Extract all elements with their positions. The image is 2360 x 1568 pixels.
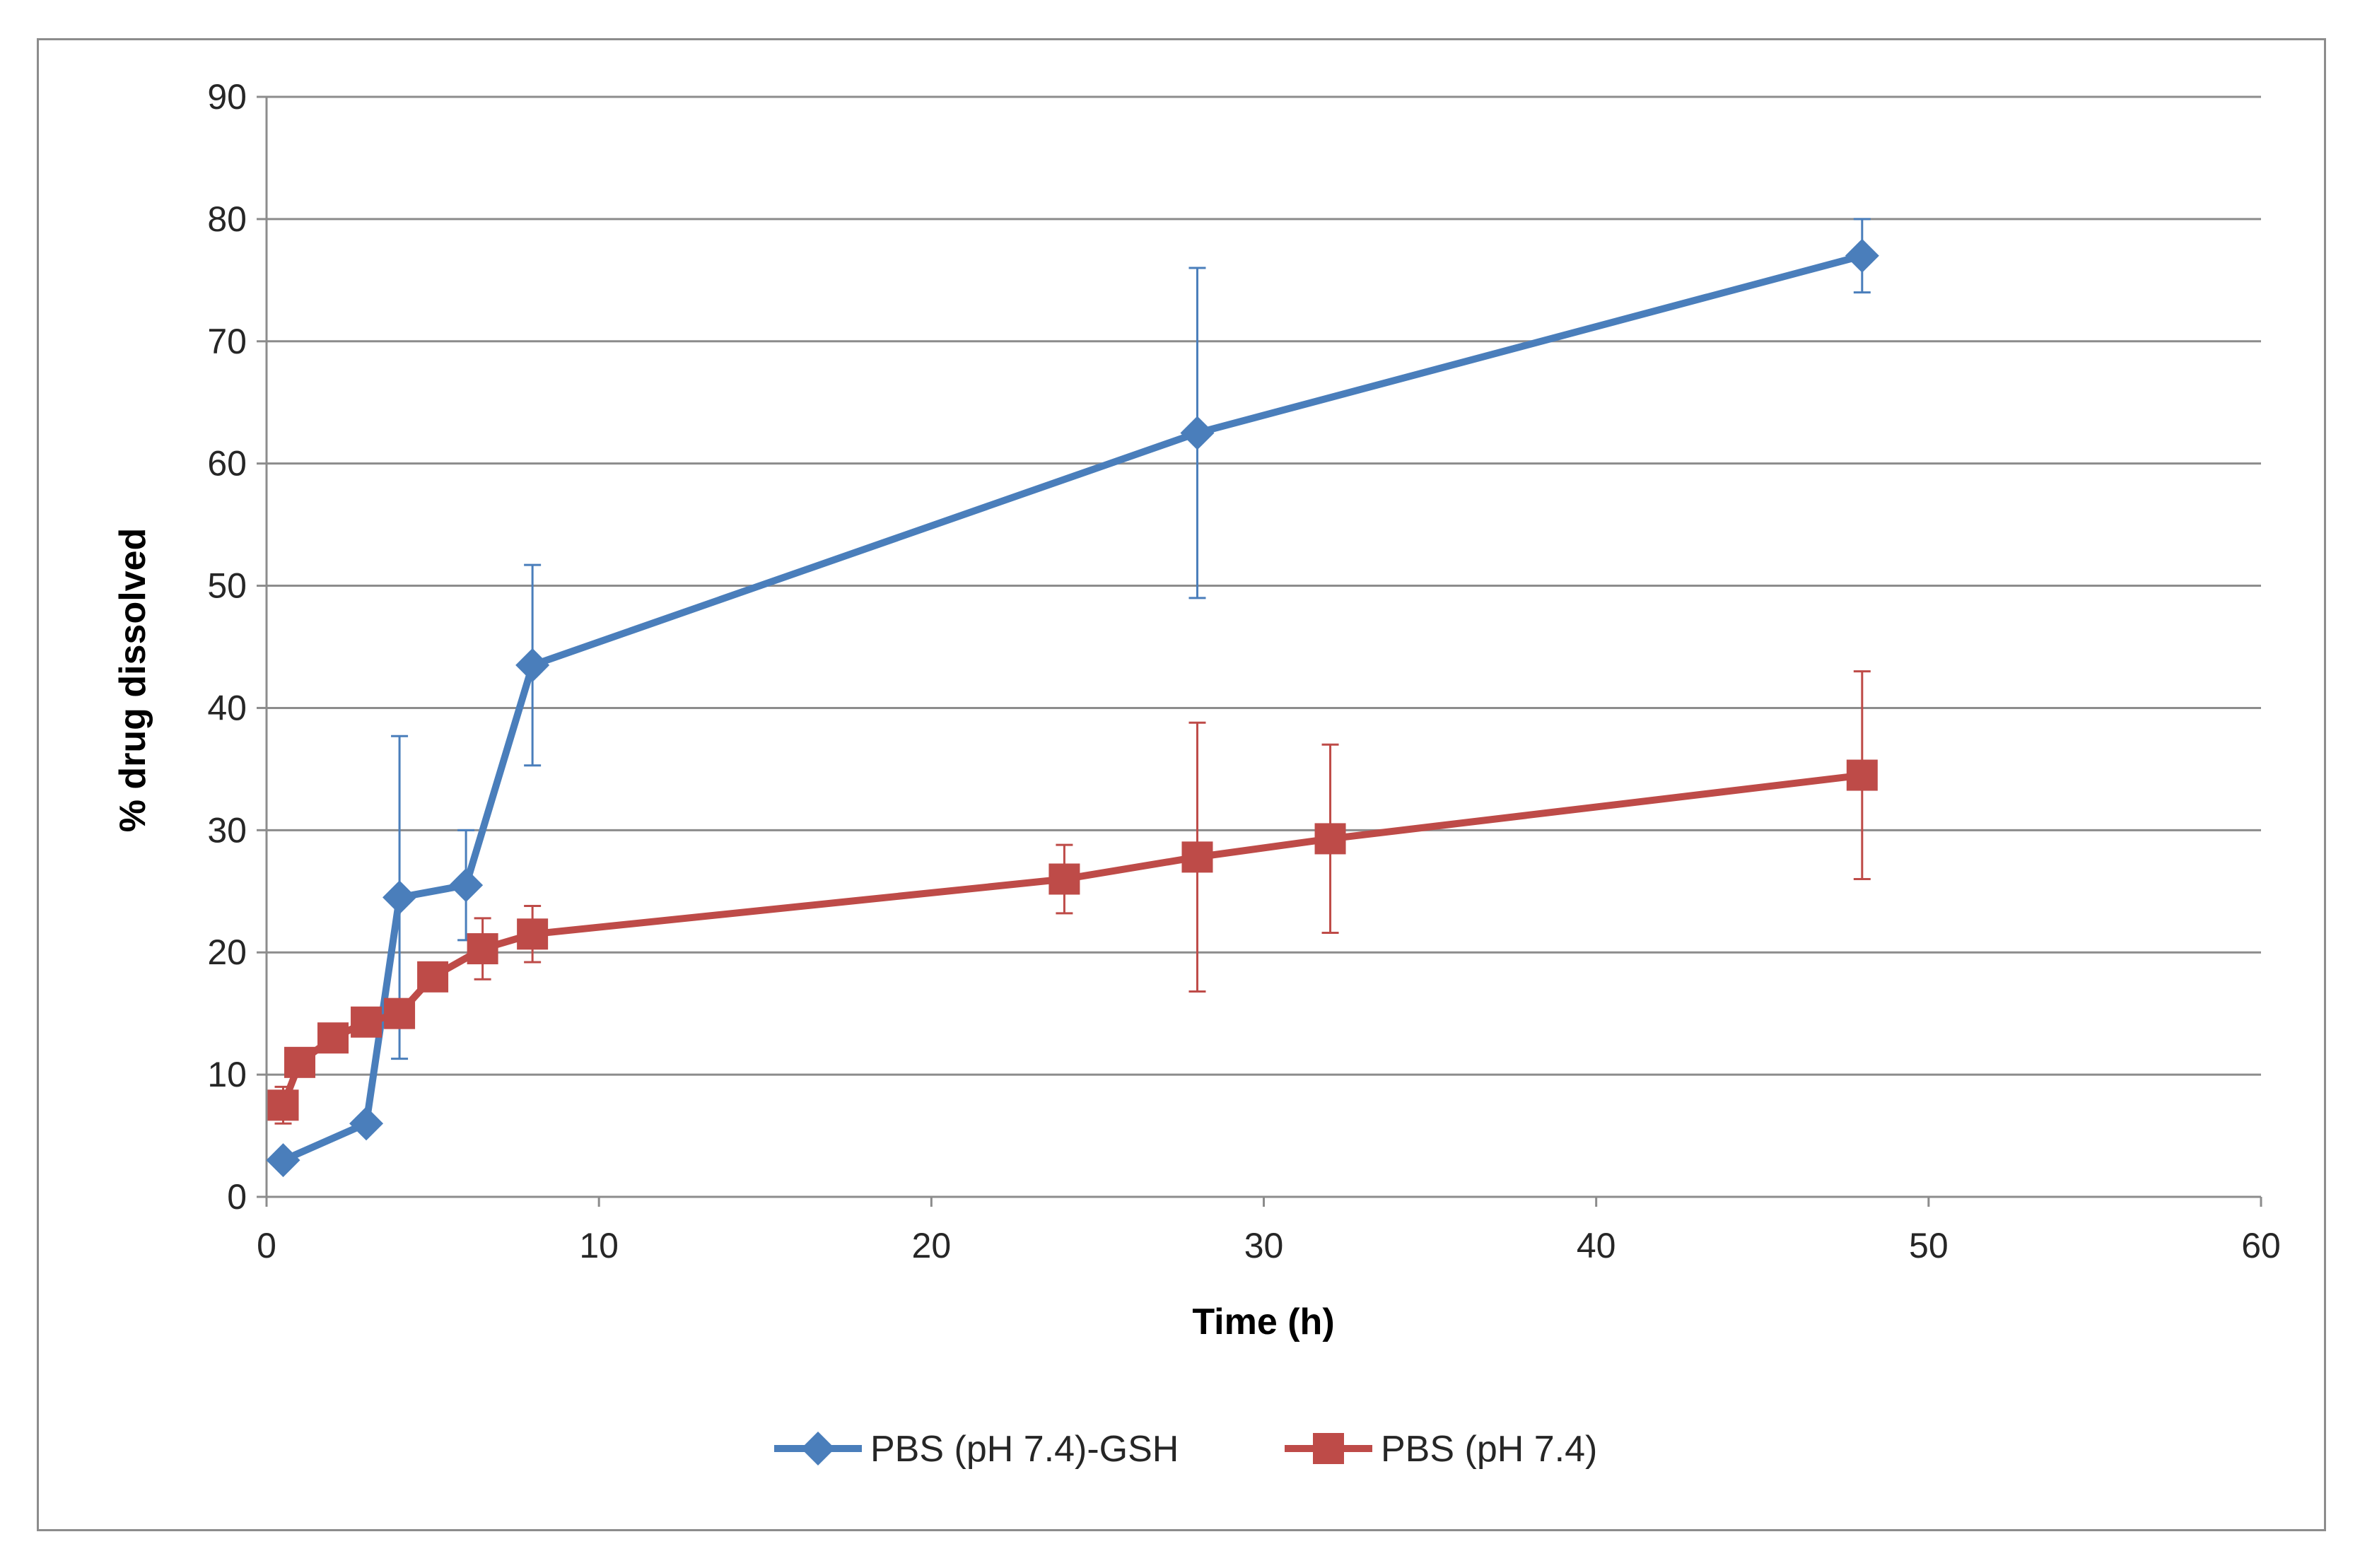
y-tick-label: 60 [207,444,247,484]
y-tick-label: 50 [207,566,247,606]
y-tick-label: 10 [207,1055,247,1094]
x-tick-label: 30 [1244,1226,1284,1265]
data-point [267,1089,299,1121]
data-point [417,961,449,993]
data-point [1048,863,1080,895]
legend-label: PBS (pH 7.4)-GSH [870,1429,1179,1470]
y-tick-label: 40 [207,688,247,727]
data-point [467,933,498,965]
y-tick-label: 80 [207,199,247,239]
y-tick-label: 70 [207,322,247,361]
y-tick-label: 20 [207,932,247,972]
legend-marker [801,1432,835,1465]
data-point [515,648,550,682]
x-tick-label: 0 [257,1226,276,1265]
series-0 [266,218,1879,1178]
series-1 [267,670,1878,1125]
data-point [351,1006,382,1038]
x-tick-label: 60 [2241,1226,2281,1265]
data-point [266,1143,300,1178]
legend-marker [1313,1433,1344,1464]
x-axis-title: Time (h) [1192,1301,1334,1342]
data-point [284,1046,316,1078]
chart-canvas: 0 10 20 30 40 50 60 70 80 90 0 10 20 30 40 50 60 % drug … [112,77,2281,1470]
y-tick-label: 90 [207,77,247,117]
y-tick-label: 30 [207,810,247,850]
data-point [449,868,484,903]
legend-item-0: PBS (pH 7.4)-GSH [774,1429,1179,1470]
x-tick-label: 50 [1909,1226,1949,1265]
x-tick-label: 20 [912,1226,952,1265]
legend-item-1: PBS (pH 7.4) [1285,1429,1597,1470]
x-tick-label: 10 [579,1226,619,1265]
x-tick-label: 40 [1577,1226,1616,1265]
data-point [1845,238,1879,273]
data-point [517,918,549,950]
data-point [1314,823,1346,855]
data-point [382,880,417,915]
legend: PBS (pH 7.4)-GSH PBS (pH 7.4) [774,1429,1597,1470]
chart-area: 0 10 20 30 40 50 60 70 80 90 0 10 20 30 40 50 60 % drug … [37,38,2326,1531]
data-point [1846,759,1878,791]
data-point [1180,416,1215,450]
y-axis-title: % drug dissolved [112,528,153,833]
data-point [384,997,416,1029]
axes: 0 10 20 30 40 50 60 70 80 90 0 10 20 30 40 50 60 [207,77,2280,1265]
legend-label: PBS (pH 7.4) [1381,1429,1597,1470]
data-point [317,1022,349,1054]
gridlines [267,95,2261,1076]
data-point [349,1106,384,1141]
series-layer [266,218,1879,1178]
data-point [1181,841,1213,873]
y-tick-label: 0 [227,1177,247,1217]
